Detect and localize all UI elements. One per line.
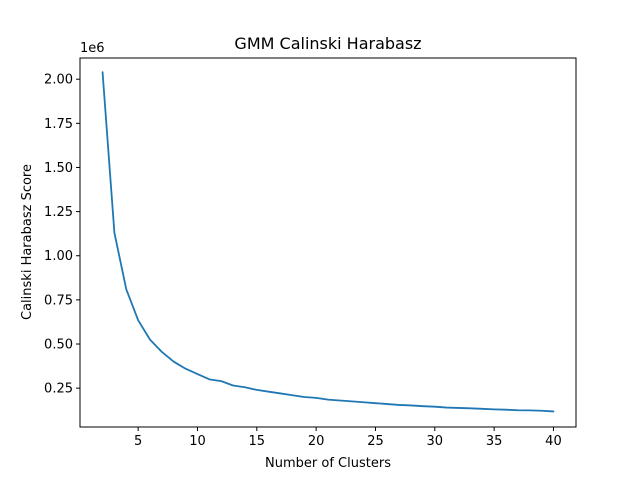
y-offset-label: 1e6: [80, 41, 105, 56]
y-axis-ticks: 0.25 0.50 0.75 1.00 1.25 1.50 1.75 2.00: [44, 73, 80, 397]
x-tick-label: 20: [308, 434, 325, 449]
y-tick-label: 2.00: [44, 73, 73, 88]
x-tick-label: 40: [545, 434, 562, 449]
x-tick-label: 15: [249, 434, 266, 449]
x-axis-ticks: 5 10 15 20 25 30 35 40: [134, 427, 562, 449]
x-tick-label: 30: [427, 434, 444, 449]
y-tick-label: 1.50: [44, 161, 73, 176]
y-tick-label: 0.25: [44, 382, 73, 397]
y-tick-label: 1.25: [44, 205, 73, 220]
chart-title: GMM Calinski Harabasz: [234, 34, 421, 53]
x-tick-label: 35: [486, 434, 503, 449]
series-line: [101, 71, 555, 413]
plot-frame: [79, 57, 577, 428]
x-tick-label: 10: [189, 434, 206, 449]
y-tick-label: 1.75: [44, 117, 73, 132]
y-tick-label: 0.75: [44, 293, 73, 308]
x-tick-label: 5: [134, 434, 142, 449]
y-tick-label: 1.00: [44, 249, 73, 264]
x-axis-label: Number of Clusters: [265, 456, 391, 471]
x-tick-label: 25: [367, 434, 384, 449]
y-tick-label: 0.50: [44, 338, 73, 353]
y-axis-label: Calinski Harabasz Score: [20, 164, 35, 320]
